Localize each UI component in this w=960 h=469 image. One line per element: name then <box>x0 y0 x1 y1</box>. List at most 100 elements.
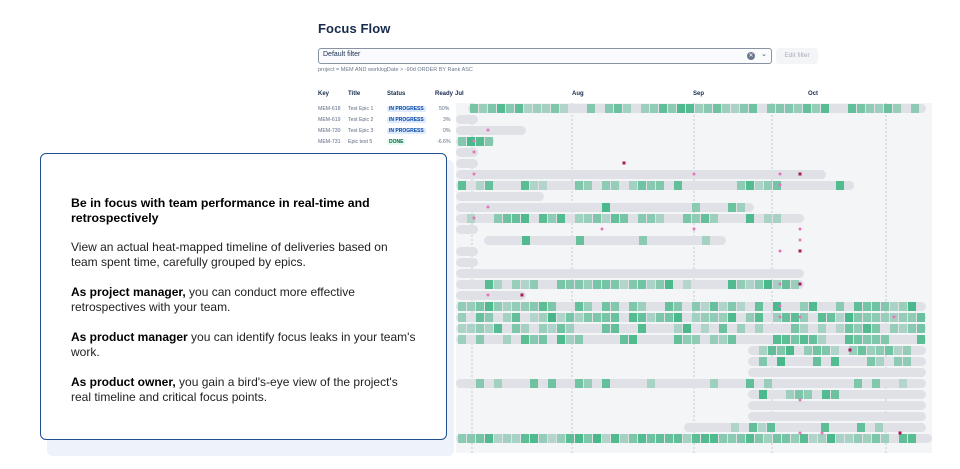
heat-cell <box>521 214 529 223</box>
marker-dot <box>820 431 824 435</box>
heat-cell <box>908 324 916 333</box>
row-ready: 3% <box>443 117 451 123</box>
heat-cell <box>746 434 754 443</box>
filter-select[interactable]: Default filter ✕ ⌄ <box>318 48 772 64</box>
heat-cell <box>719 324 727 333</box>
app-title: Focus Flow <box>318 21 391 36</box>
heat-cell <box>903 357 911 366</box>
heat-cell <box>602 313 610 322</box>
heat-cell <box>485 324 493 333</box>
marker-dot <box>778 183 782 187</box>
heat-cell <box>530 379 538 388</box>
heat-cell <box>602 379 610 388</box>
heat-cell <box>503 313 511 322</box>
heat-cell <box>755 434 763 443</box>
heat-cell <box>530 280 538 289</box>
heat-cell <box>584 181 592 190</box>
heat-cell <box>713 104 721 113</box>
timeline-bar <box>456 192 544 201</box>
status-badge: IN PROGRESS <box>387 117 426 123</box>
row-title: Epic test 5 <box>348 139 373 145</box>
heat-cell <box>476 302 484 311</box>
heat-cell <box>692 313 700 322</box>
heat-cell <box>809 434 817 443</box>
heat-cell <box>786 346 794 355</box>
heat-cell <box>710 214 718 223</box>
heatmap-timeline <box>456 103 932 453</box>
heat-cell <box>749 104 757 113</box>
heat-cell <box>893 104 901 113</box>
marker-dot <box>798 249 802 253</box>
heat-cell <box>890 302 898 311</box>
status-badge: DONE <box>387 139 406 145</box>
heat-cell <box>503 214 511 223</box>
heat-cell <box>773 280 781 289</box>
heat-cell <box>755 181 763 190</box>
heat-cell <box>476 181 484 190</box>
heat-cell <box>722 104 730 113</box>
row-key[interactable]: MEM-730 <box>318 128 341 134</box>
edit-filter-button[interactable]: Edit filter <box>776 48 818 64</box>
heat-cell <box>881 335 889 344</box>
heat-cell <box>683 324 691 333</box>
heat-cell <box>593 280 601 289</box>
heat-cell <box>575 434 583 443</box>
heat-cell <box>719 434 727 443</box>
heat-cell <box>611 214 619 223</box>
heat-cell <box>674 324 682 333</box>
heat-cell <box>512 313 520 322</box>
heat-cell <box>719 302 727 311</box>
row-key[interactable]: MEM-619 <box>318 117 341 123</box>
marker-dot <box>798 282 802 286</box>
clear-icon[interactable]: ✕ <box>747 52 755 60</box>
heat-cell <box>674 434 682 443</box>
heat-cell <box>818 335 826 344</box>
heat-cell <box>530 335 538 344</box>
heat-cell <box>854 379 862 388</box>
heat-cell <box>476 313 484 322</box>
heat-cell <box>674 335 682 344</box>
marker-dot <box>600 227 604 231</box>
marker-dot <box>472 172 476 176</box>
row-key[interactable]: MEM-731 <box>318 139 341 145</box>
row-title: Test Epic 3 <box>348 128 374 134</box>
heat-cell <box>548 313 556 322</box>
heat-cell <box>831 346 839 355</box>
heat-cell <box>647 379 655 388</box>
heat-cell <box>903 346 911 355</box>
heat-cell <box>639 236 647 245</box>
heat-cell <box>908 302 916 311</box>
heat-cell <box>521 280 529 289</box>
heat-cell <box>863 434 871 443</box>
heat-cell <box>494 214 502 223</box>
heat-cell <box>566 324 574 333</box>
chevron-down-icon[interactable]: ⌄ <box>761 51 767 58</box>
marker-dot <box>472 216 476 220</box>
heat-cell <box>458 434 466 443</box>
marker-dot <box>692 227 696 231</box>
heat-cell <box>917 335 925 344</box>
row-key[interactable]: MEM-618 <box>318 106 341 112</box>
heat-cell <box>656 434 664 443</box>
heat-cell <box>506 104 514 113</box>
timeline-bar <box>456 148 478 157</box>
heat-cell <box>485 313 493 322</box>
status-badge: IN PROGRESS <box>387 128 426 134</box>
heat-cell <box>827 313 835 322</box>
heat-cell <box>894 346 902 355</box>
heat-cell <box>876 357 884 366</box>
heat-cell <box>602 214 610 223</box>
jql-query: project = MEM AND worklogDate > -90d ORD… <box>318 67 473 73</box>
heat-cell <box>800 434 808 443</box>
status-badge: IN PROGRESS <box>387 106 426 112</box>
heat-cell <box>542 104 550 113</box>
heat-cell <box>737 203 745 212</box>
column-header-ready: Ready <box>435 91 454 97</box>
heat-cell <box>530 313 538 322</box>
heat-cell <box>740 104 748 113</box>
heat-cell <box>836 324 844 333</box>
heat-cell <box>665 302 673 311</box>
heat-cell <box>719 335 727 344</box>
heat-cell <box>575 214 583 223</box>
heat-cell <box>872 313 880 322</box>
